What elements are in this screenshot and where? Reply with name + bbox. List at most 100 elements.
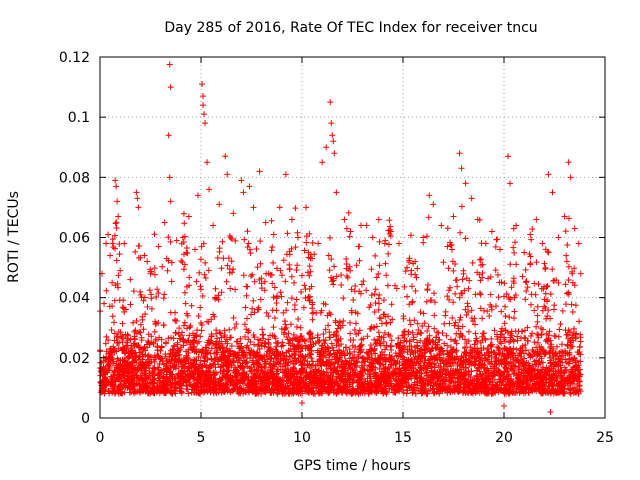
data-point xyxy=(527,260,534,267)
data-point xyxy=(485,275,492,282)
data-point xyxy=(109,240,116,247)
data-point xyxy=(166,61,173,68)
data-point xyxy=(385,313,392,320)
data-point xyxy=(441,320,448,327)
data-point xyxy=(297,324,304,331)
data-point xyxy=(569,309,576,316)
data-point xyxy=(293,266,300,273)
data-point xyxy=(205,368,212,375)
data-point xyxy=(577,270,584,277)
data-point xyxy=(306,336,313,343)
data-point xyxy=(406,317,413,324)
data-point xyxy=(292,205,299,212)
data-point xyxy=(247,250,254,257)
data-point xyxy=(268,217,275,224)
data-point xyxy=(280,257,287,264)
data-point xyxy=(350,296,357,303)
data-point xyxy=(561,213,568,220)
data-point xyxy=(402,268,409,275)
data-point xyxy=(224,171,231,178)
data-point xyxy=(178,257,185,264)
data-point xyxy=(501,320,508,327)
data-point xyxy=(375,216,382,223)
data-point xyxy=(372,286,379,293)
data-point xyxy=(382,260,389,267)
data-point xyxy=(250,297,257,304)
data-point xyxy=(232,286,239,293)
data-point xyxy=(572,302,579,309)
data-point xyxy=(527,231,534,238)
data-point xyxy=(528,291,535,298)
data-point xyxy=(304,269,311,276)
data-point xyxy=(542,264,549,271)
data-point xyxy=(482,336,489,343)
data-point xyxy=(331,150,338,157)
data-point xyxy=(559,307,566,314)
data-point xyxy=(161,219,168,226)
data-point xyxy=(286,266,293,273)
data-point xyxy=(279,339,286,346)
data-point xyxy=(476,290,483,297)
data-point xyxy=(403,390,410,397)
data-point xyxy=(445,265,452,272)
data-point xyxy=(231,324,238,331)
data-point xyxy=(295,316,302,323)
data-point xyxy=(340,295,347,302)
data-point xyxy=(555,381,562,388)
data-point xyxy=(269,244,276,251)
data-point xyxy=(444,293,451,300)
data-point xyxy=(172,329,179,336)
data-point xyxy=(424,282,431,289)
data-point xyxy=(288,216,295,223)
data-point xyxy=(270,294,277,301)
data-point xyxy=(333,273,340,280)
data-point xyxy=(132,248,139,255)
data-point xyxy=(282,171,289,178)
data-point xyxy=(154,286,161,293)
data-point xyxy=(371,290,378,297)
data-point xyxy=(462,180,469,187)
data-point xyxy=(527,332,534,339)
data-point xyxy=(359,354,366,361)
data-point xyxy=(319,159,326,166)
data-point xyxy=(452,290,459,297)
data-point xyxy=(440,259,447,266)
data-point xyxy=(241,321,248,328)
data-point xyxy=(465,285,472,292)
data-point xyxy=(168,334,175,341)
data-point xyxy=(533,216,540,223)
data-point xyxy=(431,290,438,297)
data-point xyxy=(385,250,392,257)
data-point xyxy=(512,239,519,246)
data-point xyxy=(567,174,574,181)
data-point xyxy=(291,279,298,286)
data-point xyxy=(103,287,110,294)
data-point xyxy=(306,272,313,279)
data-point xyxy=(477,291,484,298)
data-point xyxy=(369,234,376,241)
data-point xyxy=(200,93,207,100)
data-point xyxy=(338,281,345,288)
data-point xyxy=(284,299,291,306)
data-point xyxy=(113,257,120,264)
data-point xyxy=(510,315,517,322)
data-point xyxy=(294,262,301,269)
data-point xyxy=(108,327,115,334)
data-point xyxy=(409,299,416,306)
data-point xyxy=(501,402,507,409)
data-point xyxy=(541,260,548,267)
data-point xyxy=(151,265,158,272)
data-point xyxy=(270,324,277,331)
data-point xyxy=(278,293,285,300)
data-point xyxy=(444,243,451,250)
data-point xyxy=(201,111,208,118)
data-point xyxy=(138,337,145,344)
data-point xyxy=(388,301,395,308)
data-point xyxy=(191,246,198,253)
data-point xyxy=(492,243,499,250)
data-point xyxy=(250,204,257,211)
data-point xyxy=(380,297,387,304)
data-point xyxy=(293,358,300,365)
data-point xyxy=(292,244,299,251)
data-point xyxy=(496,246,503,253)
